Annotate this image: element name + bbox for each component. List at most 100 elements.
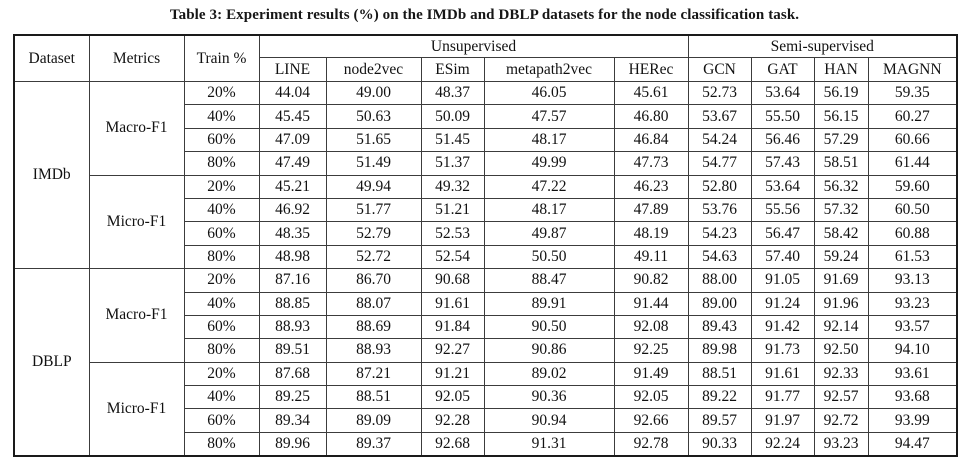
table-row: 40% 45.45 50.63 50.09 47.57 46.80 53.67 55.50 56… (14, 104, 958, 129)
value-cell-gcn: 88.00 (687, 268, 752, 293)
metric-cell-micro-f1: Micro-F1 (88, 361, 185, 457)
metric-cell-macro-f1: Macro-F1 (88, 268, 185, 363)
train-pct-cell: 40% (183, 104, 260, 129)
value-cell-herec: 49.11 (613, 244, 689, 270)
train-pct-cell: 60% (183, 408, 260, 433)
metric-cell-macro-f1: Macro-F1 (88, 81, 185, 176)
value-cell-metapath2vec: 46.05 (483, 80, 615, 106)
value-cell-han: 57.32 (813, 197, 869, 223)
value-cell-metapath2vec: 89.91 (483, 291, 615, 316)
value-cell-line: 88.85 (258, 291, 327, 316)
value-cell-han: 93.23 (813, 431, 869, 457)
value-cell-han: 56.32 (813, 174, 869, 199)
value-cell-gat: 57.43 (750, 151, 815, 176)
value-cell-esim: 48.37 (420, 80, 485, 106)
value-cell-line: 44.04 (258, 80, 327, 106)
header-metrics: Metrics (88, 34, 185, 82)
value-cell-herec: 92.08 (613, 314, 689, 340)
value-cell-esim: 52.54 (420, 244, 485, 270)
value-cell-line: 47.09 (258, 127, 327, 153)
group-header-row: Dataset Metrics Train % Unsupervised Sem… (13, 34, 958, 82)
value-cell-gat: 56.46 (750, 127, 815, 153)
value-cell-metapath2vec: 50.50 (483, 244, 615, 270)
value-cell-metapath2vec: 90.36 (483, 385, 615, 410)
dataset-cell-imdb: IMDb (13, 80, 90, 270)
value-cell-node2vec: 52.72 (325, 244, 422, 270)
header-method-line: LINE (258, 57, 327, 82)
value-cell-han: 58.51 (813, 151, 869, 176)
value-cell-herec: 47.89 (613, 197, 689, 223)
table-row: 80% 47.49 51.49 51.37 49.99 47.73 54.77 57.43 58… (14, 151, 958, 176)
value-cell-esim: 91.84 (420, 314, 485, 340)
table-row: Micro-F1 20% 45.21 49.94 49.32 47.22 46.23 52.8… (14, 174, 958, 270)
value-cell-line: 88.93 (258, 314, 327, 340)
train-pct-cell: 20% (183, 80, 260, 106)
header-method-gat: GAT (750, 57, 815, 82)
value-cell-herec: 48.19 (613, 221, 689, 246)
value-cell-magnn: 59.35 (867, 80, 958, 106)
table-caption: Table 3: Experiment results (%) on the I… (169, 7, 800, 23)
value-cell-herec: 92.05 (613, 385, 689, 410)
value-cell-node2vec: 51.77 (325, 197, 422, 223)
value-cell-gcn: 89.57 (687, 408, 752, 433)
value-cell-magnn: 94.47 (867, 431, 958, 457)
value-cell-magnn: 93.23 (867, 291, 958, 316)
metric-cell-micro-f1: Micro-F1 (88, 174, 185, 270)
train-pct-cell: 40% (183, 291, 260, 316)
train-pct-cell: 60% (183, 314, 260, 340)
value-cell-line: 45.21 (258, 174, 327, 199)
value-cell-node2vec: 51.49 (325, 151, 422, 176)
value-cell-herec: 92.78 (613, 431, 689, 457)
header-group-unsupervised: Unsupervised (258, 34, 689, 58)
table-row: Micro-F1 20% 87.68 87.21 91.21 89.02 91.49 88.5… (14, 361, 958, 457)
method-header-row: LINE node2vec ESim metapath2vec HERec GCN GAT H… (14, 57, 958, 82)
value-cell-gat: 91.73 (750, 338, 815, 363)
value-cell-han: 92.33 (813, 361, 869, 387)
value-cell-line: 87.16 (258, 268, 327, 293)
value-cell-esim: 90.68 (420, 268, 485, 293)
value-cell-esim: 91.61 (420, 291, 485, 316)
value-cell-node2vec: 88.69 (325, 314, 422, 340)
header-method-herec: HERec (613, 57, 689, 82)
value-cell-metapath2vec: 47.22 (483, 174, 615, 199)
table-row: 80% 48.98 52.72 52.54 50.50 49.11 54.63 57.40 59… (14, 244, 958, 270)
value-cell-gat: 55.50 (750, 104, 815, 129)
value-cell-han: 92.72 (813, 408, 869, 433)
train-pct-cell: 80% (183, 151, 260, 176)
value-cell-line: 46.92 (258, 197, 327, 223)
value-cell-han: 92.57 (813, 385, 869, 410)
value-cell-gcn: 54.24 (687, 127, 752, 153)
table-row: 60% 88.93 88.69 91.84 90.50 92.08 89.43 91.42 92… (14, 314, 958, 340)
table-row: 40% 88.85 88.07 91.61 89.91 91.44 89.00 91.24 91… (14, 291, 958, 316)
value-cell-han: 92.50 (813, 338, 869, 363)
value-cell-node2vec: 88.93 (325, 338, 422, 363)
value-cell-herec: 92.25 (613, 338, 689, 363)
table-row: 40% 46.92 51.77 51.21 48.17 47.89 53.76 55.56 57… (14, 197, 958, 223)
value-cell-herec: 46.80 (613, 104, 689, 129)
value-cell-esim: 92.68 (420, 431, 485, 457)
value-cell-line: 89.34 (258, 408, 327, 433)
value-cell-gat: 55.56 (750, 197, 815, 223)
value-cell-magnn: 60.88 (867, 221, 958, 246)
value-cell-metapath2vec: 49.99 (483, 151, 615, 176)
value-cell-gat: 91.97 (750, 408, 815, 433)
value-cell-esim: 92.28 (420, 408, 485, 433)
value-cell-line: 47.49 (258, 151, 327, 176)
value-cell-gcn: 89.00 (687, 291, 752, 316)
value-cell-han: 91.69 (813, 268, 869, 293)
results-table: Dataset Metrics Train % Unsupervised Sem… (13, 34, 959, 458)
value-cell-node2vec: 50.63 (325, 104, 422, 129)
header-dataset: Dataset (13, 34, 90, 82)
value-cell-node2vec: 49.94 (325, 174, 422, 199)
value-cell-esim: 51.45 (420, 127, 485, 153)
value-cell-gcn: 90.33 (687, 431, 752, 457)
value-cell-gat: 56.47 (750, 221, 815, 246)
value-cell-magnn: 93.61 (867, 361, 958, 387)
train-pct-cell: 80% (183, 431, 260, 457)
value-cell-herec: 46.23 (613, 174, 689, 199)
value-cell-herec: 92.66 (613, 408, 689, 433)
value-cell-gcn: 54.23 (687, 221, 752, 246)
value-cell-metapath2vec: 89.02 (483, 361, 615, 387)
value-cell-gat: 53.64 (750, 174, 815, 199)
